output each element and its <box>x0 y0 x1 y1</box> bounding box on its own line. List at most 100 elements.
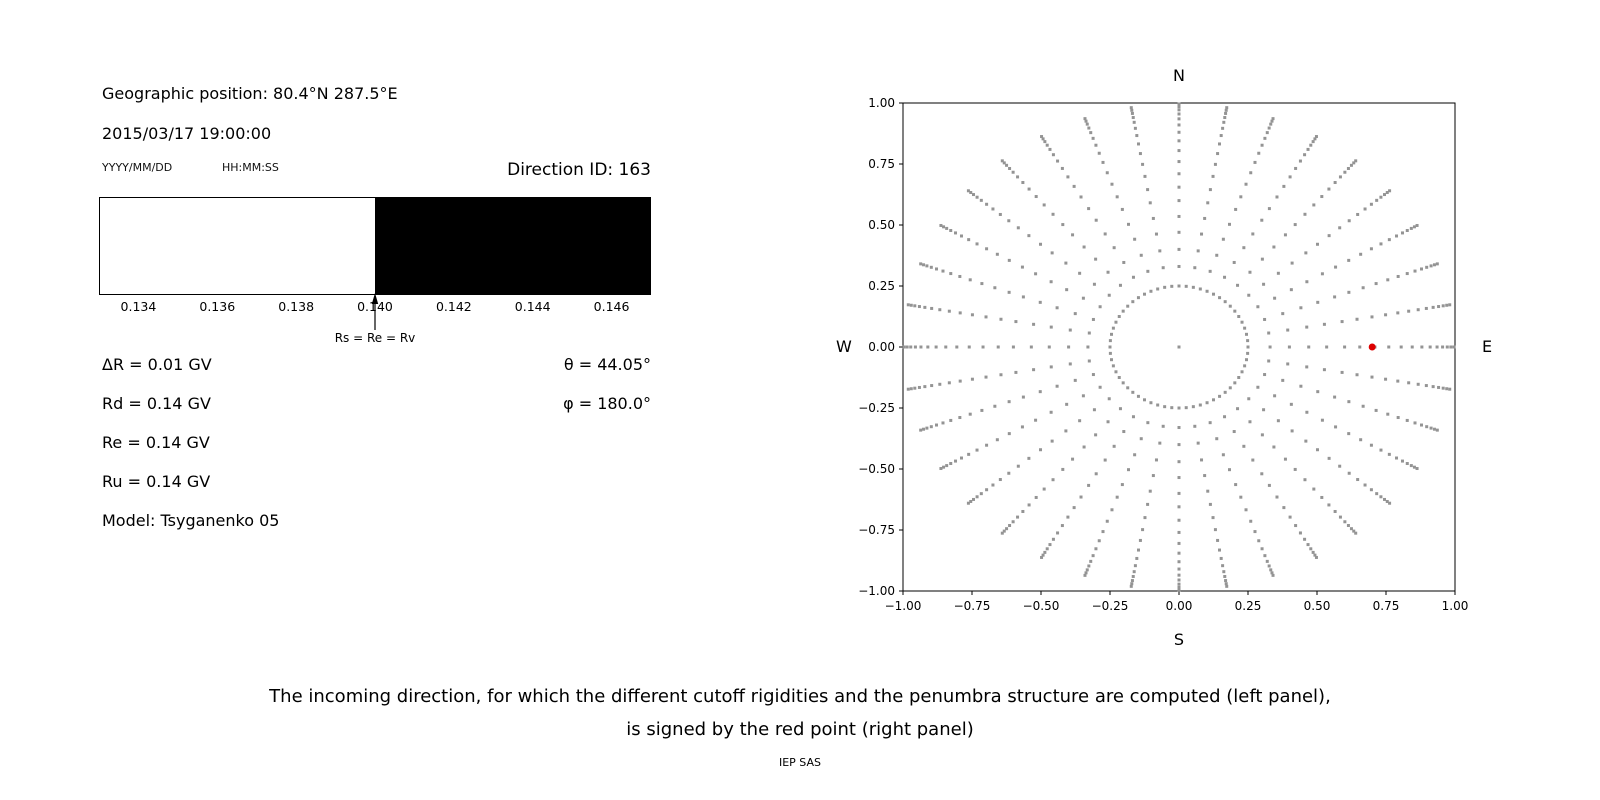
direction-dot <box>1120 207 1124 211</box>
direction-dot <box>1029 345 1033 349</box>
direction-dot <box>1359 438 1363 442</box>
direction-dot <box>1409 226 1413 230</box>
direction-dot <box>1064 261 1068 265</box>
direction-dot <box>1270 571 1274 575</box>
direction-dot <box>1275 495 1279 499</box>
direction-dot <box>1094 218 1098 222</box>
direction-dot <box>1091 554 1095 558</box>
direction-dot <box>1355 373 1359 377</box>
x-tick-label: 0.00 <box>1166 599 1193 613</box>
direction-dot <box>1215 437 1219 441</box>
direction-dot <box>1136 296 1140 300</box>
direction-dot <box>1064 429 1068 433</box>
direction-dot <box>913 386 917 390</box>
direction-dot <box>1311 550 1315 554</box>
direction-dot <box>1216 538 1220 542</box>
direction-dot <box>1257 539 1261 543</box>
direction-dot <box>1327 456 1331 460</box>
direction-dot <box>1040 135 1044 139</box>
direction-dot <box>1193 266 1197 270</box>
direction-dot <box>1355 317 1359 321</box>
y-tick-label: 0.25 <box>868 279 895 293</box>
direction-dot <box>1435 262 1439 266</box>
direction-dot <box>1352 529 1356 533</box>
direction-dot <box>1120 483 1124 487</box>
direction-dot <box>1133 564 1137 568</box>
direction-dot <box>1260 433 1264 437</box>
direction-dot <box>938 308 942 312</box>
direction-dot <box>1021 295 1025 299</box>
direction-dot <box>1034 495 1038 499</box>
direction-dot <box>1315 448 1319 452</box>
direction-dot <box>1177 185 1181 189</box>
direction-dot <box>1219 134 1223 138</box>
direction-dot <box>1111 326 1115 330</box>
direction-dot <box>1108 351 1112 355</box>
direction-dot <box>1138 152 1142 156</box>
direction-dot <box>909 303 913 307</box>
direction-dot <box>1322 322 1326 326</box>
direction-dot <box>998 212 1002 216</box>
direction-dot <box>1011 345 1015 349</box>
direction-dot <box>1038 300 1042 304</box>
direction-dot <box>1320 272 1324 276</box>
direction-dot <box>935 267 939 271</box>
direction-dot <box>1246 339 1250 343</box>
direction-dot <box>1388 189 1392 193</box>
direction-dot <box>923 305 927 309</box>
direction-dot <box>1322 368 1326 372</box>
direction-dot <box>913 345 917 349</box>
direction-dot <box>1304 439 1308 443</box>
direction-dot <box>1270 119 1274 123</box>
direction-dot <box>1087 564 1091 568</box>
direction-dot <box>1098 385 1102 389</box>
selected-direction-point <box>1368 343 1376 351</box>
direction-dot <box>905 345 909 349</box>
direction-dot <box>1290 429 1294 433</box>
direction-dot <box>902 345 906 349</box>
direction-dot <box>1361 286 1365 290</box>
delta-r-value: ΔR = 0.01 GV <box>102 355 212 374</box>
direction-dot <box>1061 467 1065 471</box>
direction-dot <box>1087 126 1091 130</box>
direction-dot <box>949 272 953 276</box>
direction-dot <box>1071 233 1075 237</box>
direction-dot <box>941 421 945 425</box>
direction-dot <box>975 195 979 199</box>
direction-dot <box>1114 320 1118 324</box>
direction-dot <box>1338 464 1342 468</box>
direction-dot <box>1267 483 1271 487</box>
direction-dot <box>1131 116 1135 120</box>
direction-dot <box>954 231 958 235</box>
direction-dot <box>985 488 989 492</box>
direction-dot <box>1311 140 1315 144</box>
direction-dot <box>1137 142 1141 146</box>
direction-dot <box>1081 394 1085 398</box>
direction-dot <box>1177 264 1181 268</box>
date-format-label: YYYY/MM/DD <box>102 161 173 174</box>
direction-dot <box>917 385 921 389</box>
direction-dot <box>930 384 934 388</box>
direction-dot <box>1005 163 1009 167</box>
direction-dot <box>1122 260 1126 264</box>
direction-dot <box>1130 582 1134 586</box>
direction-dot <box>1097 151 1101 155</box>
direction-dot <box>929 265 933 269</box>
direction-dot <box>1249 171 1253 175</box>
direction-dot <box>1043 550 1047 554</box>
direction-dot <box>1177 585 1181 589</box>
direction-dot <box>1177 108 1181 112</box>
direction-dot <box>1110 182 1114 186</box>
direction-dot <box>1158 441 1162 445</box>
direction-dot <box>1115 495 1119 499</box>
direction-dot <box>1379 195 1383 199</box>
north-label: N <box>1173 66 1185 85</box>
direction-dot <box>1106 420 1110 424</box>
direction-dot <box>1107 397 1111 401</box>
direction-dot <box>1215 253 1219 257</box>
direction-dot <box>1232 260 1236 264</box>
direction-dot <box>1334 425 1338 429</box>
caption-line-1: The incoming direction, for which the di… <box>269 686 1331 707</box>
direction-dot <box>1045 143 1049 147</box>
direction-dot <box>1343 520 1347 524</box>
